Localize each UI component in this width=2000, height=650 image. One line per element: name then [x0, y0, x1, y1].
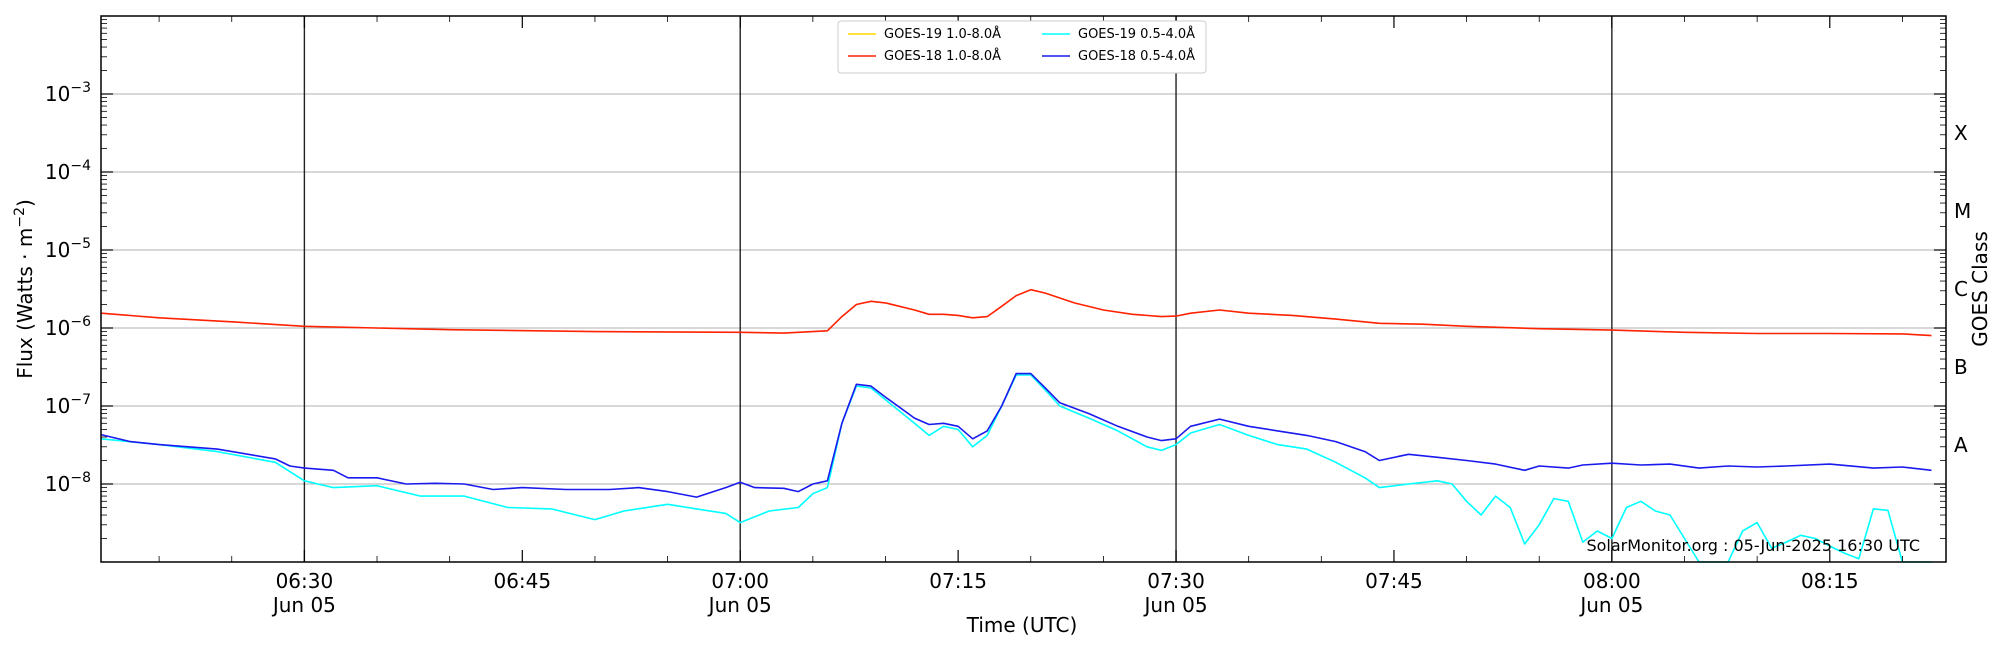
series-line-1	[100, 374, 1932, 563]
day-markers	[303, 16, 1613, 562]
x-tick-label: 06:45	[493, 569, 551, 593]
x-tick-date-label: Jun 05	[1143, 593, 1208, 617]
series-lines	[100, 288, 1932, 563]
legend-entry: GOES-18 0.5-4.0Å	[1078, 48, 1195, 64]
x-tick-label: 07:45	[1365, 569, 1423, 593]
series-line-3	[100, 372, 1932, 498]
x-tick-label: 08:15	[1801, 569, 1859, 593]
y-tick-label: 10−7	[45, 392, 91, 418]
goes-class-x: X	[1954, 121, 1968, 145]
y-axis-ticks: 10−8 10−7 10−6 10−5 10−4 10−3	[45, 19, 1946, 539]
goes-class-labels: A B C M X	[1954, 121, 1971, 457]
x-tick-label: 08:00	[1583, 569, 1641, 593]
y-tick-label: 10−8	[45, 470, 91, 496]
x-tick-label: 07:15	[929, 569, 987, 593]
y-axis-title: Flux (Watts · m−2)	[12, 199, 37, 379]
y-tick-label: 10−3	[45, 80, 91, 106]
x-tick-label: 07:00	[711, 569, 769, 593]
credit-text: SolarMonitor.org : 05-Jun-2025 16:30 UTC	[1586, 536, 1920, 555]
goes-class-b: B	[1954, 355, 1968, 379]
goes-class-c: C	[1954, 277, 1968, 301]
x-tick-label: 06:30	[276, 569, 334, 593]
grid	[101, 93, 1946, 485]
goes-class-a: A	[1954, 433, 1968, 457]
x-tick-date-label: Jun 05	[271, 593, 336, 617]
x-tick-date-label: Jun 05	[707, 593, 772, 617]
legend: GOES-19 1.0-8.0Å GOES-18 1.0-8.0Å GOES-19 …	[837, 20, 1207, 74]
goes-class-m: M	[1954, 199, 1971, 223]
y-tick-label: 10−6	[45, 314, 91, 340]
x-tick-label: 07:30	[1147, 569, 1205, 593]
goes-class-axis-title: GOES Class	[1968, 231, 1992, 347]
legend-entry: GOES-19 0.5-4.0Å	[1078, 26, 1195, 42]
x-tick-date-label: Jun 05	[1578, 593, 1643, 617]
x-axis-title: Time (UTC)	[966, 613, 1078, 637]
y-tick-label: 10−4	[45, 158, 91, 184]
y-tick-label: 10−5	[45, 236, 91, 262]
legend-entry: GOES-18 1.0-8.0Å	[884, 48, 1001, 64]
legend-box	[837, 20, 1207, 74]
legend-entry: GOES-19 1.0-8.0Å	[884, 26, 1001, 42]
plot-frame	[100, 15, 1947, 563]
series-line-2	[100, 288, 1932, 337]
